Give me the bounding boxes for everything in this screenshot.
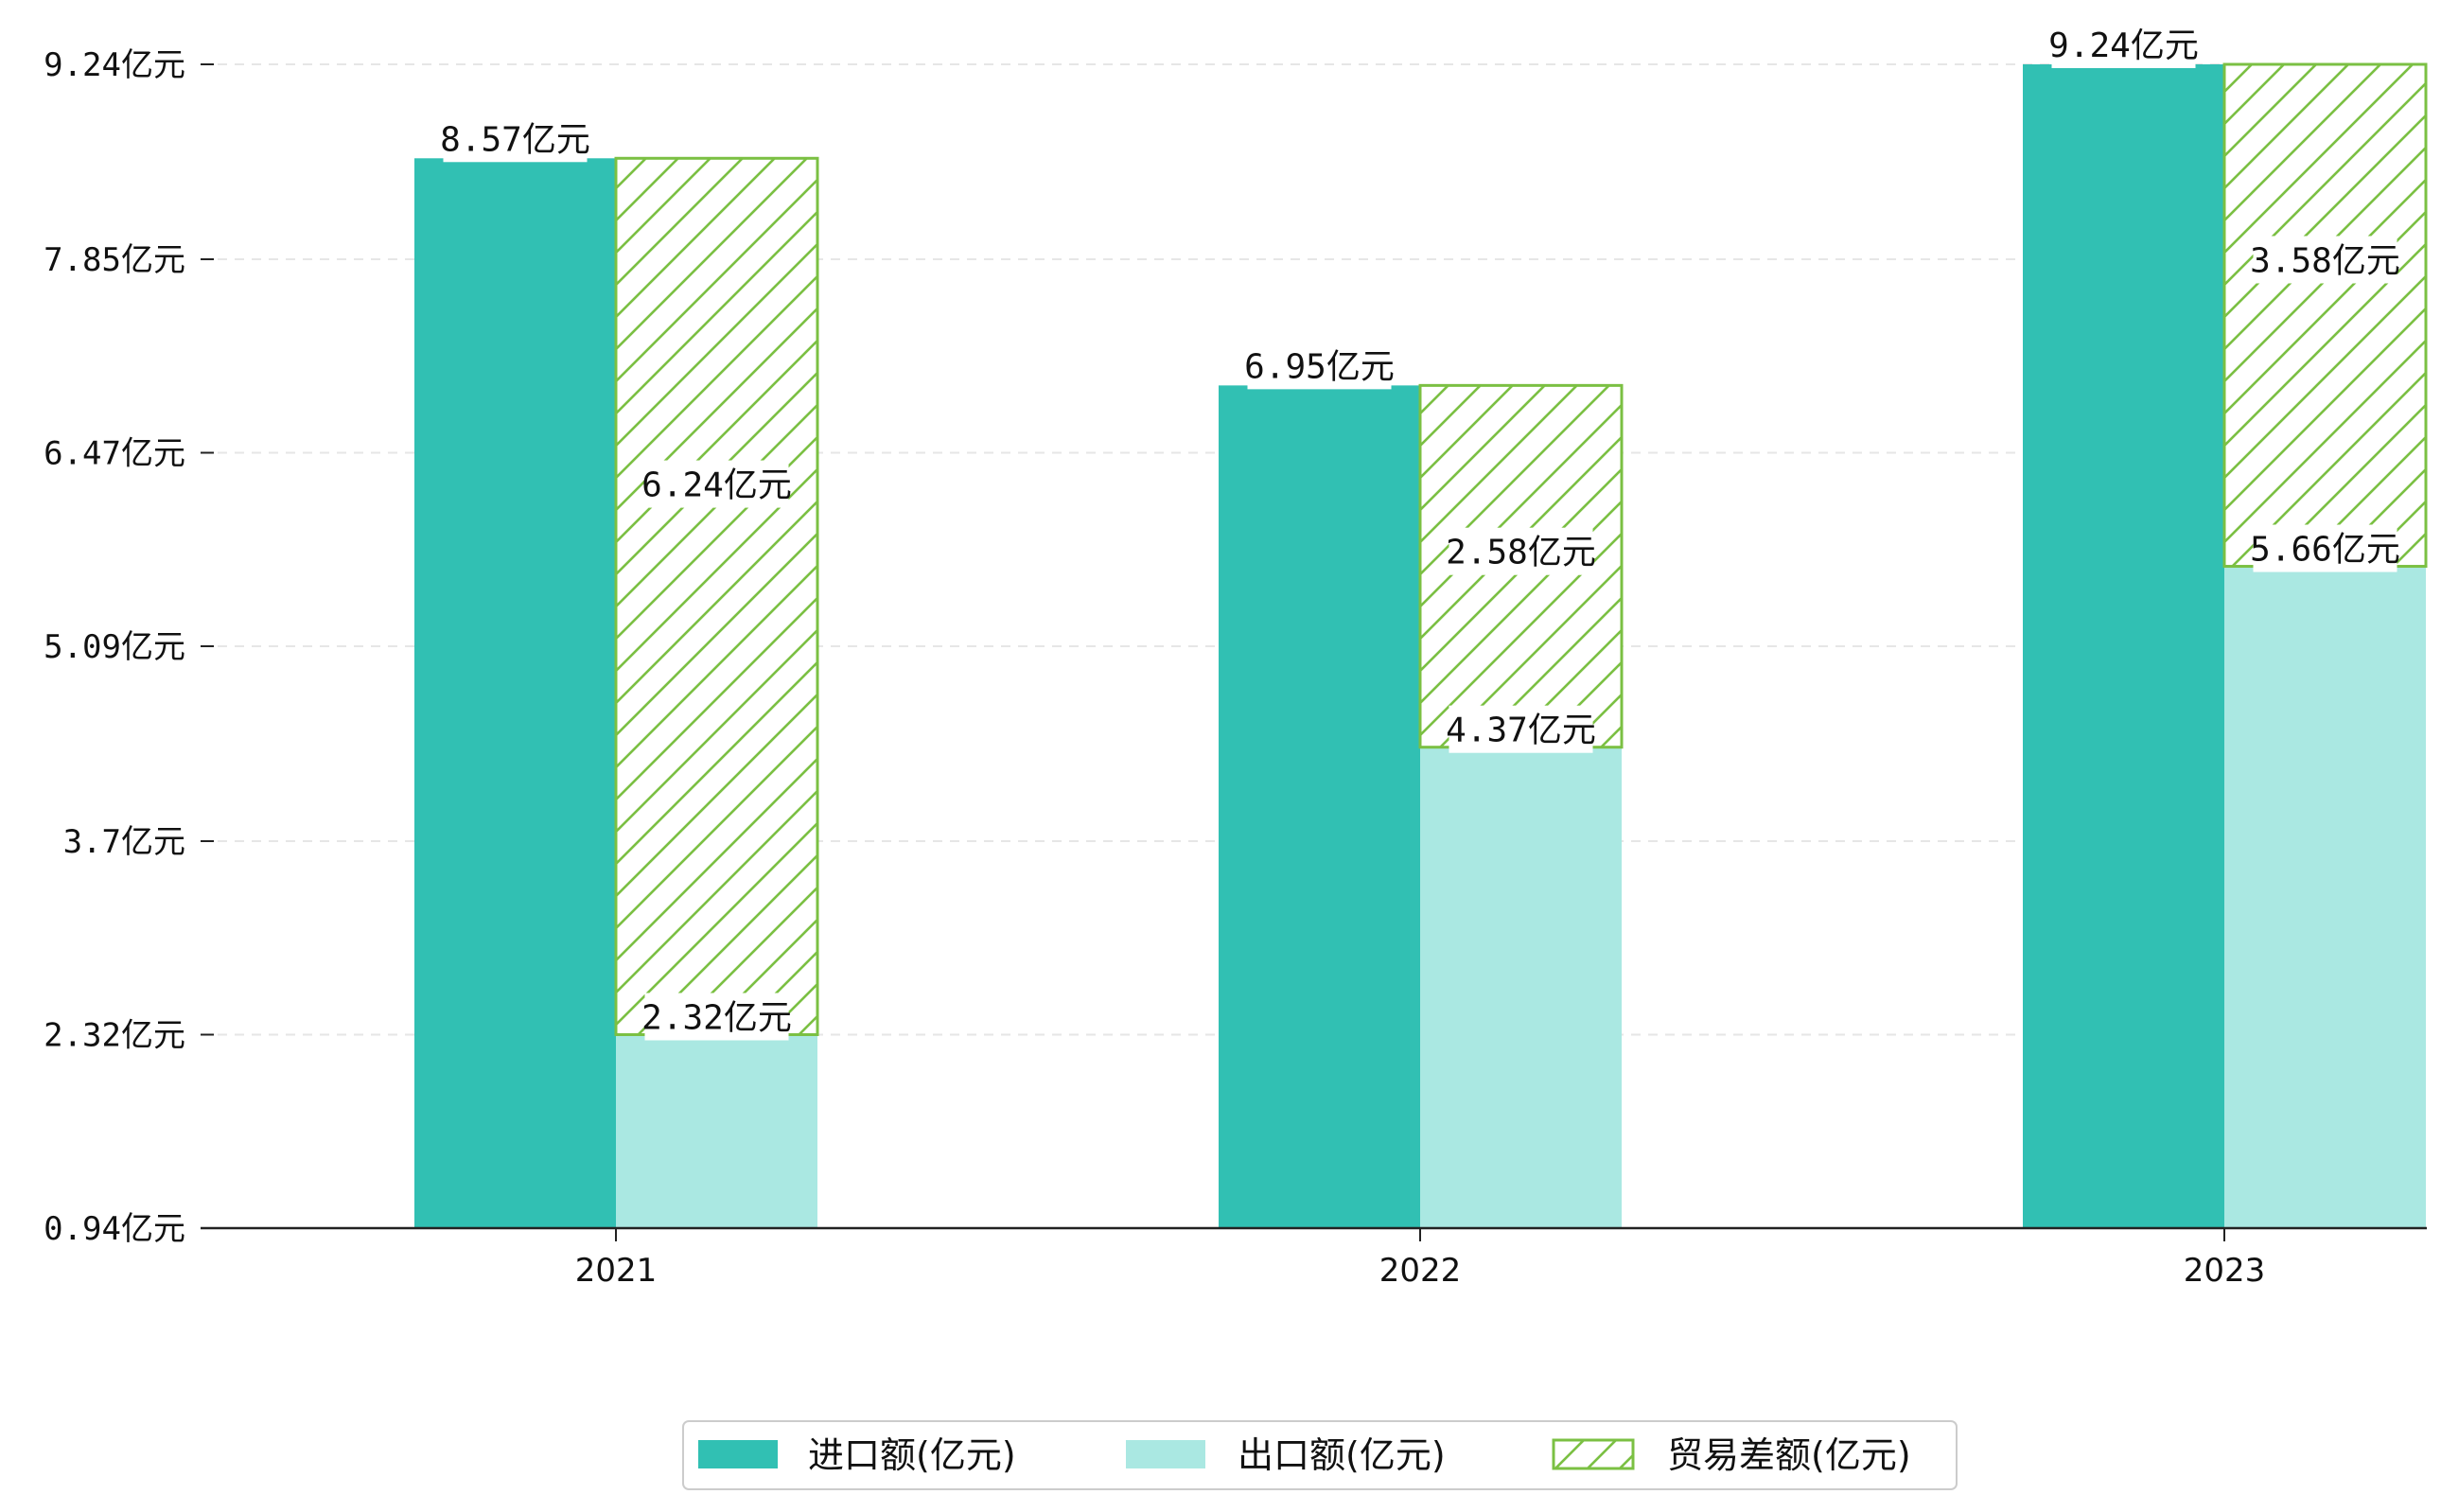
export-bar [1420,747,1622,1228]
export-bar [616,1034,817,1228]
y-tick-label: 2.32亿元 [44,1016,185,1054]
export-value-label-bg [2253,524,2397,572]
legend: 进口额(亿元) 出口额(亿元) 贸易差额(亿元) [682,1420,1958,1490]
import-bar [2023,64,2224,1228]
export-value-label-bg [1449,705,1593,753]
balance-value-label: 2.58亿元 [1446,534,1596,572]
legend-frame [682,1420,1958,1490]
y-tick-label: 3.7亿元 [63,823,185,861]
legend-label-export: 出口额(亿元) [1238,1434,1446,1476]
legend-label-import: 进口额(亿元) [808,1434,1016,1476]
legend-swatch-export [1126,1440,1205,1468]
export-value-label: 4.37亿元 [1446,712,1596,750]
import-bar [1219,385,1420,1228]
x-axis: 2021 2022 2023 [201,1226,2427,1290]
import-bar [414,158,616,1228]
balance-value-label-bg [644,460,789,508]
y-axis: 0.94亿元 2.32亿元 3.7亿元 5.09亿元 6.47亿元 7.85亿元 9.24亿… [44,46,214,1248]
balance-value-label-bg [1449,527,1593,575]
data-labels: 8.57亿元 2.32亿元 6.24亿元 6.95亿元 4.37亿元 2.58亿元 9.24… [440,21,2400,1041]
balance-value-label: 6.24亿元 [641,466,792,505]
y-tick-label: 5.09亿元 [44,628,185,666]
export-value-label: 5.66亿元 [2250,531,2400,570]
y-tick-label: 6.47亿元 [44,434,185,472]
y-tick-label: 9.24亿元 [44,46,185,84]
import-value-label: 9.24亿元 [2048,26,2199,65]
y-tick-label: 0.94亿元 [44,1210,185,1248]
x-tick-label: 2021 [575,1252,658,1290]
bars [414,62,2428,1228]
export-value-label-bg [644,993,789,1041]
balance-value-label: 3.58亿元 [2250,241,2400,280]
balance-bar [2222,62,2428,569]
import-value-label-bg [1247,342,1392,390]
legend-label-balance: 贸易差额(亿元) [1667,1434,1911,1476]
legend-swatch-balance [1552,1438,1635,1470]
import-value-label-bg [2051,21,2196,68]
legend-swatch-import [698,1440,778,1468]
x-tick-label: 2022 [1379,1252,1462,1290]
y-tick-label: 7.85亿元 [44,241,185,279]
import-value-label-bg [443,114,588,163]
import-value-label: 6.95亿元 [1244,347,1395,386]
import-value-label: 8.57亿元 [440,120,590,159]
balance-value-label-bg [2253,236,2397,284]
x-tick-label: 2023 [2184,1252,2266,1290]
export-bar [2224,566,2426,1228]
export-value-label: 2.32亿元 [641,998,792,1037]
balance-bar [614,156,819,1036]
